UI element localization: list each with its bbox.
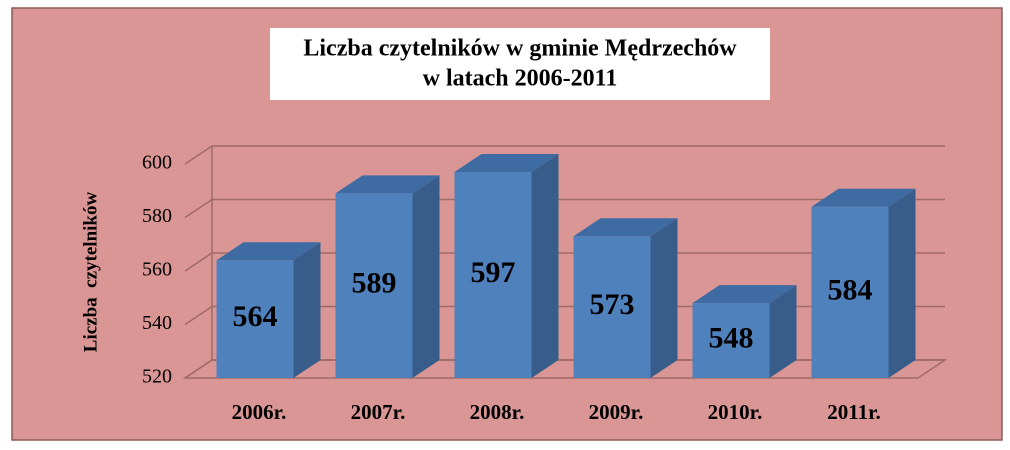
bar-front [335,193,413,378]
bar [335,175,440,378]
bar-front [811,206,889,378]
bar [573,218,678,378]
bar-top [216,242,321,261]
bar-top [454,154,559,173]
grid-line [184,198,945,219]
bar-front [216,260,294,378]
bar [811,188,916,378]
value-label: 564 [233,300,278,333]
y-tick-label: 540 [142,312,172,334]
bar [454,154,559,378]
bar-top [335,175,440,194]
bar-side [531,154,559,378]
bar-side [293,242,321,378]
y-tick-label: 520 [142,366,172,388]
x-tick-label: 2009r. [589,400,644,424]
x-tick-label: 2010r. [708,400,763,424]
bar [692,285,797,378]
value-label: 584 [828,273,873,306]
grid-line [184,145,945,165]
bar-front [692,303,770,378]
x-tick-label: 2011r. [827,400,880,424]
y-axis-label: Liczba czytelników [80,192,101,353]
y-tick-label: 580 [142,205,172,227]
bar-front [573,236,651,378]
bar [216,242,321,378]
title-box [270,28,770,100]
bar-side [769,285,797,378]
value-label: 573 [590,288,635,321]
bar-side [888,188,916,378]
value-label: 589 [352,267,397,300]
bar-top [692,285,797,304]
x-tick-label: 2007r. [351,400,406,424]
value-label: 597 [471,256,516,289]
bar-top [811,188,916,207]
chart-title: w latach 2006-2011 [423,66,618,92]
bar-top [573,218,678,237]
y-tick-label: 600 [142,152,172,174]
bar-side [412,175,440,378]
chart-title: Liczba czytelników w gminie Mędrzechów [303,36,737,62]
grid-line [184,252,945,272]
bar-front [454,172,532,378]
bar-side [650,218,678,378]
x-tick-label: 2008r. [470,400,525,424]
y-tick-label: 560 [142,259,172,281]
x-tick-label: 2006r. [232,400,287,424]
value-label: 548 [709,321,754,354]
